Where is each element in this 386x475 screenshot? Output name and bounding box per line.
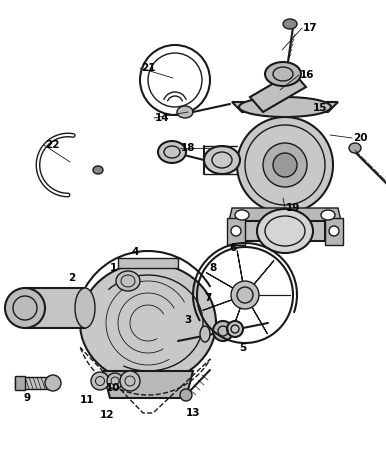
Ellipse shape bbox=[180, 389, 192, 401]
Text: 13: 13 bbox=[186, 408, 200, 418]
Ellipse shape bbox=[239, 97, 331, 117]
Polygon shape bbox=[103, 371, 193, 398]
Ellipse shape bbox=[321, 210, 335, 220]
Text: 7: 7 bbox=[204, 293, 212, 303]
Bar bbox=[15, 377, 53, 389]
Ellipse shape bbox=[93, 166, 103, 174]
Text: 16: 16 bbox=[300, 70, 314, 80]
Ellipse shape bbox=[227, 321, 243, 337]
Ellipse shape bbox=[329, 226, 339, 236]
Polygon shape bbox=[232, 102, 338, 112]
Text: 2: 2 bbox=[68, 273, 76, 283]
Ellipse shape bbox=[120, 371, 140, 391]
Polygon shape bbox=[245, 221, 325, 241]
Polygon shape bbox=[245, 260, 274, 295]
Polygon shape bbox=[229, 208, 341, 221]
Text: 5: 5 bbox=[239, 343, 247, 353]
Polygon shape bbox=[203, 295, 245, 310]
Ellipse shape bbox=[349, 143, 361, 153]
Ellipse shape bbox=[116, 271, 140, 291]
Polygon shape bbox=[206, 273, 245, 295]
Polygon shape bbox=[245, 295, 267, 334]
Polygon shape bbox=[250, 72, 306, 112]
Text: 15: 15 bbox=[313, 103, 327, 113]
Bar bbox=[25, 288, 85, 328]
Ellipse shape bbox=[5, 288, 45, 328]
Text: 8: 8 bbox=[209, 263, 217, 273]
Ellipse shape bbox=[213, 321, 233, 341]
Bar bbox=[15, 376, 25, 390]
Text: 1: 1 bbox=[109, 263, 117, 273]
Ellipse shape bbox=[273, 153, 297, 177]
Ellipse shape bbox=[91, 372, 109, 390]
Text: 4: 4 bbox=[131, 247, 139, 257]
Text: 19: 19 bbox=[286, 203, 300, 213]
Text: 3: 3 bbox=[185, 315, 191, 325]
Text: 18: 18 bbox=[181, 143, 195, 153]
Ellipse shape bbox=[237, 117, 333, 213]
Text: 17: 17 bbox=[303, 23, 317, 33]
Text: 21: 21 bbox=[141, 63, 155, 73]
Text: 6: 6 bbox=[229, 243, 237, 253]
Text: 11: 11 bbox=[80, 395, 94, 405]
Text: 10: 10 bbox=[106, 383, 120, 393]
Ellipse shape bbox=[204, 146, 240, 174]
Polygon shape bbox=[237, 251, 245, 295]
Ellipse shape bbox=[283, 19, 297, 29]
Ellipse shape bbox=[107, 373, 123, 389]
Ellipse shape bbox=[231, 281, 259, 309]
Text: 9: 9 bbox=[24, 393, 30, 403]
Ellipse shape bbox=[231, 226, 241, 236]
Ellipse shape bbox=[80, 263, 216, 383]
Ellipse shape bbox=[235, 210, 249, 220]
Ellipse shape bbox=[200, 326, 210, 342]
Ellipse shape bbox=[177, 106, 193, 118]
Polygon shape bbox=[227, 218, 245, 245]
Ellipse shape bbox=[75, 288, 95, 328]
Ellipse shape bbox=[257, 209, 313, 253]
Text: 20: 20 bbox=[353, 133, 367, 143]
Ellipse shape bbox=[265, 62, 301, 86]
Text: 22: 22 bbox=[45, 140, 59, 150]
Ellipse shape bbox=[158, 141, 186, 163]
Polygon shape bbox=[118, 258, 178, 268]
Text: 12: 12 bbox=[100, 410, 114, 420]
Ellipse shape bbox=[263, 143, 307, 187]
Polygon shape bbox=[325, 218, 343, 245]
Ellipse shape bbox=[45, 375, 61, 391]
Polygon shape bbox=[230, 295, 245, 337]
Text: 14: 14 bbox=[155, 113, 169, 123]
